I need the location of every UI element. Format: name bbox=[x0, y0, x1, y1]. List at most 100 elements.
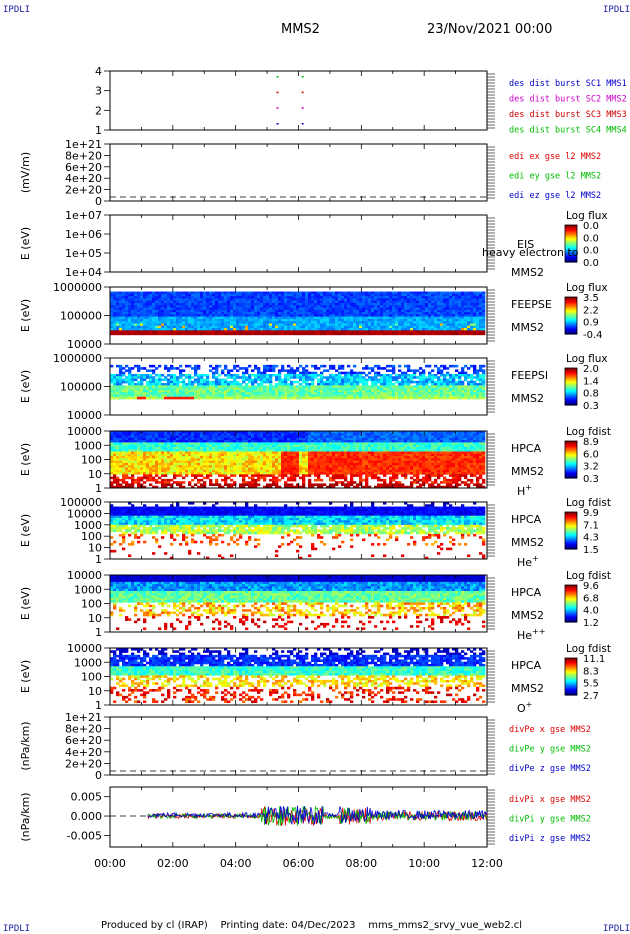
spectrogram-cell bbox=[473, 376, 477, 379]
spectrogram-cell bbox=[275, 298, 279, 301]
spectrogram-cell bbox=[461, 394, 465, 398]
spectrogram-cell bbox=[476, 387, 480, 391]
spectrogram-cell bbox=[482, 316, 486, 320]
spacecraft-label: MMS2 bbox=[511, 321, 544, 334]
spectrogram-cell bbox=[125, 465, 129, 468]
spectrogram-cell bbox=[170, 307, 174, 311]
spectrogram-cell bbox=[362, 385, 366, 388]
spectrogram-cell bbox=[119, 314, 123, 317]
spectrogram-cell bbox=[140, 332, 144, 336]
spectrogram-cell bbox=[482, 373, 486, 377]
spectrogram-cell bbox=[395, 376, 399, 379]
spectrogram-cell bbox=[377, 392, 381, 395]
spectrogram-cell bbox=[449, 298, 453, 301]
spectrogram-cell bbox=[134, 293, 138, 297]
spectrogram-cell bbox=[386, 298, 390, 301]
spectrogram-cell bbox=[161, 451, 165, 455]
spectrogram-cell bbox=[473, 392, 477, 395]
spectrogram-cell bbox=[230, 369, 234, 372]
y-tick-label: 1000000 bbox=[53, 352, 102, 365]
spectrogram-cell bbox=[179, 449, 183, 452]
spectrogram-cell bbox=[176, 435, 180, 439]
spectrogram-cell bbox=[110, 312, 114, 315]
spectrogram-cell bbox=[293, 293, 297, 297]
spectrogram-cell bbox=[329, 380, 333, 384]
spectrogram-cell bbox=[356, 389, 360, 393]
spectrogram-cell bbox=[131, 442, 135, 445]
spectrogram-cell bbox=[209, 316, 213, 320]
spectrogram-cell bbox=[125, 396, 129, 400]
spectrogram-cell bbox=[395, 298, 399, 301]
spectrogram-cell bbox=[392, 378, 396, 382]
spectrogram-cell bbox=[440, 293, 444, 297]
spectrogram-cell bbox=[479, 383, 483, 386]
spectrogram-cell bbox=[215, 291, 219, 295]
spectrogram-cell bbox=[416, 296, 420, 299]
spectrogram-cell bbox=[326, 291, 330, 295]
spectrogram-cell bbox=[146, 314, 150, 317]
spectrogram-cell bbox=[326, 314, 330, 317]
spectrogram-cell bbox=[143, 328, 147, 331]
spectrogram-cell bbox=[194, 396, 198, 400]
spectrogram-cell bbox=[284, 316, 288, 320]
spectrogram-cell bbox=[455, 307, 459, 311]
spectrogram-cell bbox=[224, 307, 228, 311]
spectrogram-cell bbox=[197, 474, 201, 477]
spectrogram-cell bbox=[482, 325, 486, 329]
spectrogram-cell bbox=[449, 321, 453, 324]
spectrogram-cell bbox=[227, 307, 231, 311]
spectrogram-cell bbox=[164, 367, 168, 370]
spectrogram-cell bbox=[269, 392, 273, 395]
spectrogram-cell bbox=[308, 312, 312, 315]
spectrogram-cell bbox=[164, 302, 168, 306]
spectrogram-cell bbox=[254, 296, 258, 299]
spectrogram-cell bbox=[269, 298, 273, 301]
spectrogram-cell bbox=[215, 332, 219, 336]
spectrogram-cell bbox=[401, 296, 405, 299]
spectrogram-cell bbox=[197, 321, 201, 324]
spectrogram-cell bbox=[392, 300, 396, 304]
spectrogram-cell bbox=[317, 291, 321, 295]
spectrogram-cell bbox=[350, 387, 354, 391]
spectrogram-cell bbox=[155, 387, 159, 391]
spectrogram-cell bbox=[113, 467, 117, 471]
spectrogram-cell bbox=[188, 293, 192, 297]
spectrogram-cell bbox=[242, 378, 246, 382]
spectrogram-cell bbox=[167, 321, 171, 324]
spectrogram-cell bbox=[176, 458, 180, 461]
spectrogram-cell bbox=[308, 396, 312, 400]
spectrogram-cell bbox=[119, 453, 123, 457]
spectrogram-cell bbox=[143, 300, 147, 304]
spectrogram-cell bbox=[368, 389, 372, 393]
spectrogram-cell bbox=[350, 302, 354, 306]
spectrogram-cell bbox=[428, 325, 432, 329]
spectrogram-cell bbox=[320, 300, 324, 304]
spectrogram-cell bbox=[209, 293, 213, 297]
spectrogram-cell bbox=[155, 318, 159, 322]
spectrogram-cell bbox=[362, 321, 366, 324]
spectrogram-cell bbox=[158, 465, 162, 468]
spectrogram-cell bbox=[155, 435, 159, 439]
spectrogram-cell bbox=[182, 387, 186, 391]
spectrogram-cell bbox=[209, 328, 213, 331]
spectrogram-cell bbox=[215, 371, 219, 375]
spectrogram-cell bbox=[365, 367, 369, 370]
spectrogram-cell bbox=[320, 389, 324, 393]
spectrogram-cell bbox=[188, 321, 192, 324]
spectrogram-cell bbox=[140, 446, 144, 450]
spectrogram-cell bbox=[383, 291, 387, 295]
spectrogram-cell bbox=[335, 332, 339, 336]
spectrogram-cell bbox=[353, 330, 357, 333]
spectrogram-cell bbox=[227, 293, 231, 297]
spectrogram-cell bbox=[446, 309, 450, 313]
spectrogram-cell bbox=[464, 373, 468, 377]
spectrogram-cell bbox=[182, 465, 186, 468]
spectrogram-cell bbox=[242, 394, 246, 398]
spectrogram-cell bbox=[266, 332, 270, 336]
spectrogram-cell bbox=[188, 328, 192, 331]
spectrogram-cell bbox=[167, 302, 171, 306]
spectrogram-cell bbox=[149, 474, 153, 477]
spectrogram-cell bbox=[467, 376, 471, 379]
spectrogram-cell bbox=[425, 383, 429, 386]
spectrogram-cell bbox=[236, 300, 240, 304]
